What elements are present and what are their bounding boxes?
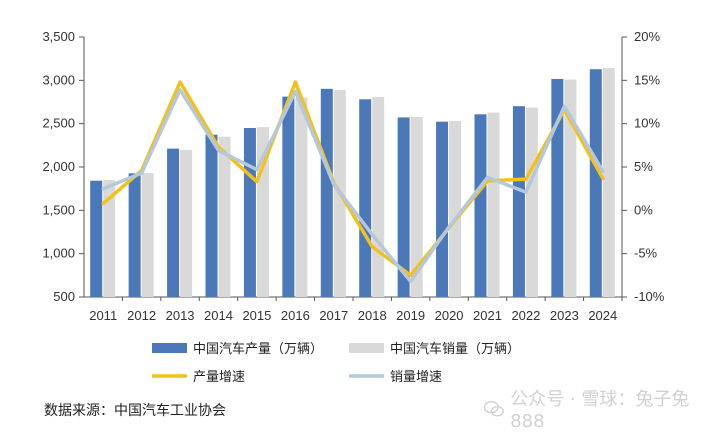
production-bar [436, 122, 448, 297]
right-tick-label: 0% [634, 202, 653, 217]
production-bar [359, 99, 371, 297]
left-tick-label: 2,000 [42, 159, 75, 174]
x-tick-label: 2024 [588, 308, 617, 323]
sales-bar [449, 121, 461, 297]
sales-bar [219, 137, 231, 297]
production-bar [590, 69, 602, 297]
legend-sales-swatch [349, 343, 384, 353]
x-tick-label: 2012 [127, 308, 156, 323]
right-tick-label: 5% [634, 159, 653, 174]
left-tick-label: 3,500 [42, 29, 75, 44]
x-tick-label: 2015 [242, 308, 271, 323]
x-tick-label: 2017 [319, 308, 348, 323]
sales-bar [603, 68, 615, 297]
right-tick-label: 20% [634, 29, 660, 44]
sales-bar [142, 173, 154, 297]
sales-bar [180, 150, 192, 297]
x-tick-label: 2016 [281, 308, 310, 323]
left-tick-label: 3,000 [42, 72, 75, 87]
x-tick-label: 2011 [89, 308, 117, 323]
legend-production-growth-label: 产量增速 [193, 370, 245, 385]
source-note: 数据来源：中国汽车工业协会 [44, 400, 226, 420]
production-bar [475, 114, 487, 297]
production-bar [282, 97, 294, 297]
legend-production-label: 中国汽车产量（万辆） [193, 341, 323, 357]
right-tick-label: -5% [634, 246, 658, 261]
x-tick-label: 2023 [550, 308, 579, 323]
production-bar [244, 128, 256, 297]
production-bar [513, 106, 525, 297]
x-tick-label: 2021 [473, 308, 502, 323]
left-tick-label: 500 [53, 289, 75, 304]
x-tick-label: 2019 [396, 308, 425, 323]
right-tick-label: -10% [634, 289, 665, 304]
x-tick-label: 2014 [204, 308, 233, 323]
watermark: 公众号 · 雪球：兔子兔888 [484, 385, 706, 432]
legend-production-swatch [152, 343, 187, 353]
production-bar [90, 181, 102, 297]
production-bar [206, 135, 218, 297]
left-tick-label: 2,500 [42, 116, 75, 131]
wechat-icon [484, 400, 504, 418]
right-tick-label: 15% [634, 72, 660, 87]
sales-bar [295, 97, 307, 297]
sales-bar [372, 97, 384, 297]
x-tick-label: 2022 [511, 308, 540, 323]
production-bar [167, 149, 179, 297]
sales-bar [488, 113, 500, 297]
sales-bar [526, 108, 538, 297]
left-tick-label: 1,500 [42, 202, 75, 217]
left-tick-label: 1,000 [42, 246, 75, 261]
right-tick-label: 10% [634, 116, 660, 131]
legend-sales-label: 中国汽车销量（万辆） [390, 341, 520, 357]
legend-sales-growth-label: 销量增速 [390, 370, 442, 385]
x-tick-label: 2013 [166, 308, 195, 323]
x-tick-label: 2020 [435, 308, 464, 323]
watermark-text: 公众号 · 雪球：兔子兔888 [510, 385, 706, 432]
x-tick-label: 2018 [358, 308, 387, 323]
production-bar [129, 173, 141, 297]
production-bar [321, 89, 333, 297]
